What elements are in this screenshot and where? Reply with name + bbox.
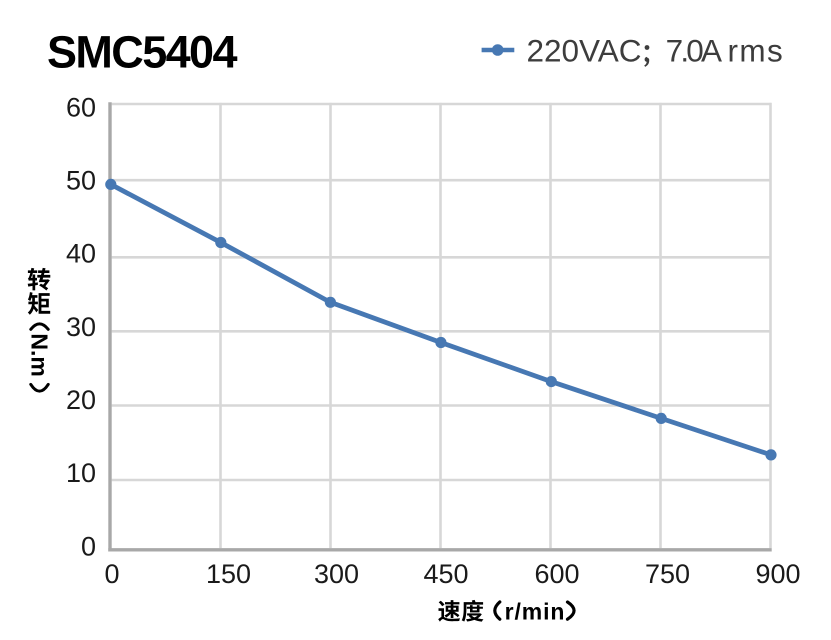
svg-text:30: 30 [66, 312, 96, 342]
svg-text:N.m: N.m [27, 333, 53, 376]
svg-text:150: 150 [206, 559, 251, 589]
svg-text:10: 10 [66, 458, 96, 488]
svg-text:20: 20 [66, 385, 96, 415]
svg-text:220VAC: 220VAC [527, 33, 642, 69]
svg-text:7.0A: 7.0A [666, 33, 722, 69]
svg-text:50: 50 [66, 166, 96, 196]
svg-text:r/min: r/min [505, 599, 566, 625]
svg-text:450: 450 [423, 559, 468, 589]
svg-text:40: 40 [66, 239, 96, 269]
svg-text:rms: rms [728, 33, 785, 69]
svg-text:0: 0 [104, 559, 119, 589]
svg-text:300: 300 [314, 559, 359, 589]
svg-text:0: 0 [81, 531, 96, 561]
svg-text:SMC5404: SMC5404 [47, 27, 237, 78]
svg-text:900: 900 [755, 559, 800, 589]
svg-text:600: 600 [534, 559, 579, 589]
svg-text:60: 60 [66, 92, 96, 122]
svg-text:750: 750 [645, 559, 690, 589]
